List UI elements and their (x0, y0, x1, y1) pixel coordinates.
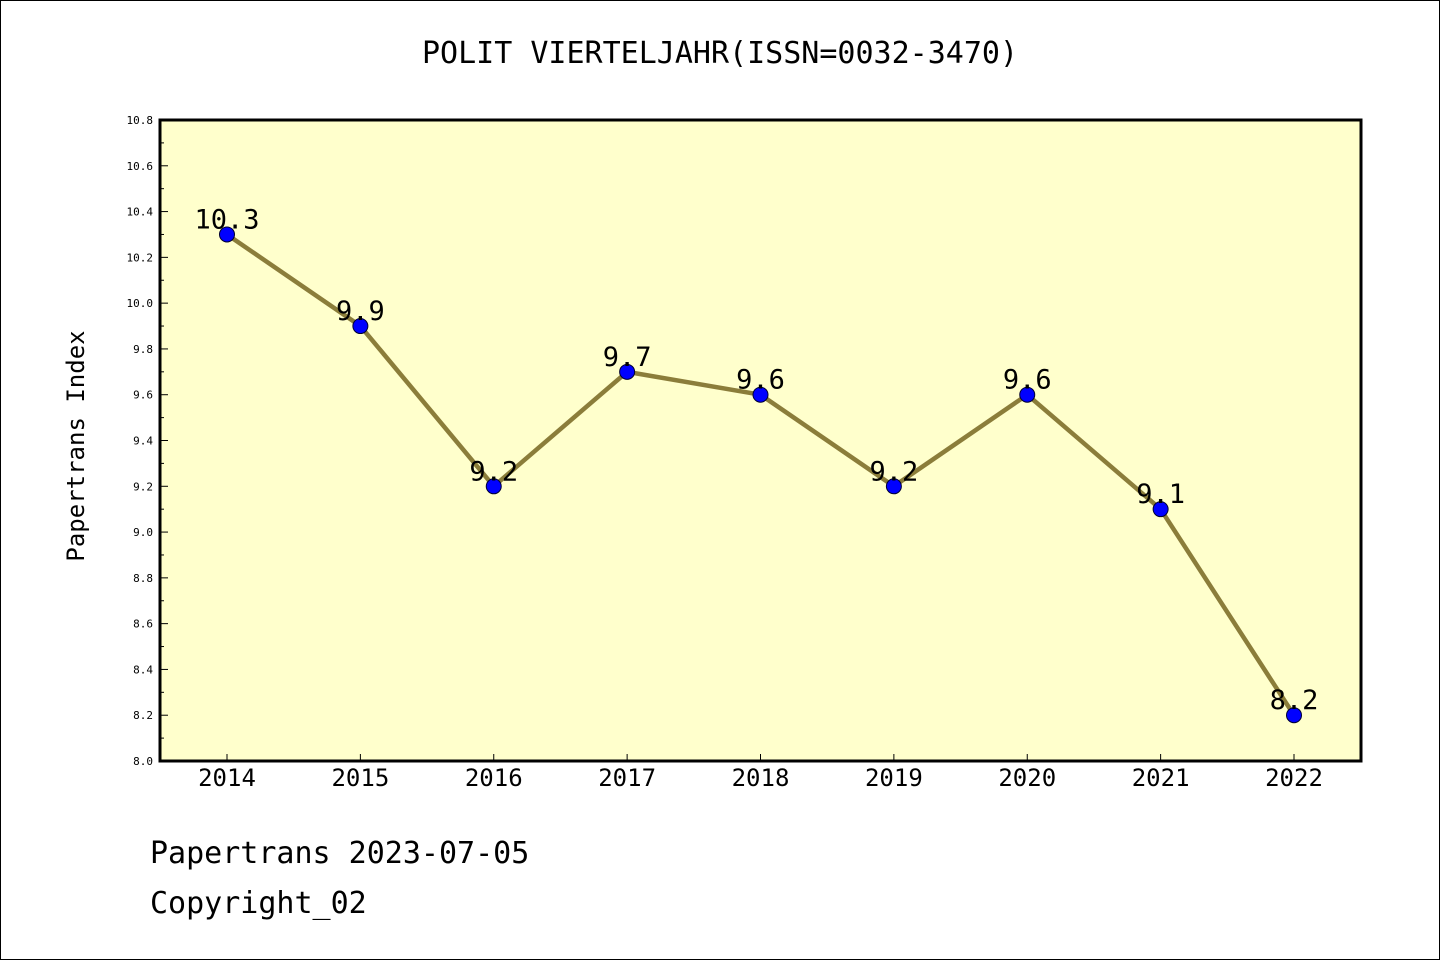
data-point (1019, 386, 1036, 403)
y-tick-label: 9.0 (133, 526, 153, 539)
data-label: 10.3 (194, 204, 259, 235)
data-label: 9.1 (1136, 479, 1185, 510)
data-label: 9.2 (469, 456, 518, 487)
footer-copyright: Copyright_02 (150, 886, 367, 921)
x-tick-label: 2016 (465, 764, 523, 792)
y-tick-label: 9.6 (133, 389, 153, 402)
x-tick-label: 2021 (1132, 764, 1190, 792)
data-point (485, 478, 502, 495)
x-tick-label: 2015 (331, 764, 389, 792)
y-tick-label: 10.0 (127, 297, 154, 310)
y-tick-label: 8.2 (133, 709, 153, 722)
x-tick-label: 2017 (598, 764, 656, 792)
data-label: 9.7 (603, 342, 652, 373)
data-point (352, 318, 369, 335)
data-point (219, 226, 235, 243)
plot-border (158, 118, 1363, 763)
y-tick-label: 10.4 (127, 206, 154, 219)
y-tick-label: 10.2 (127, 251, 154, 264)
x-tick-label: 2018 (732, 764, 790, 792)
x-tick-label: 2019 (865, 764, 923, 792)
y-tick-label: 10.8 (127, 114, 154, 127)
data-label: 9.2 (869, 456, 918, 487)
y-tick-label: 9.4 (133, 435, 153, 448)
data-label: 9.9 (336, 296, 385, 327)
y-tick-label: 8.8 (133, 572, 153, 585)
data-point (1286, 707, 1302, 724)
y-tick-label: 8.6 (133, 618, 153, 631)
data-label: 8.2 (1270, 685, 1319, 716)
data-point (1152, 501, 1169, 518)
y-tick-label: 9.8 (133, 343, 153, 356)
y-tick-label: 9.2 (133, 480, 153, 493)
data-point (752, 386, 769, 403)
data-point (619, 363, 636, 380)
data-label: 9.6 (1003, 365, 1052, 396)
y-tick-label: 10.6 (127, 160, 154, 173)
data-label: 9.6 (736, 365, 785, 396)
x-tick-label: 2020 (998, 764, 1056, 792)
data-point (885, 478, 902, 495)
chart-title: POLIT VIERTELJAHR(ISSN=0032-3470) (421, 36, 1019, 71)
footer-date: Papertrans 2023-07-05 (150, 836, 530, 871)
y-tick-label: 8.4 (133, 663, 153, 676)
y-tick-label: 8.0 (133, 755, 153, 768)
x-tick-label: 2014 (198, 764, 256, 792)
plot-area (160, 120, 1361, 761)
x-tick-label: 2022 (1265, 764, 1323, 792)
